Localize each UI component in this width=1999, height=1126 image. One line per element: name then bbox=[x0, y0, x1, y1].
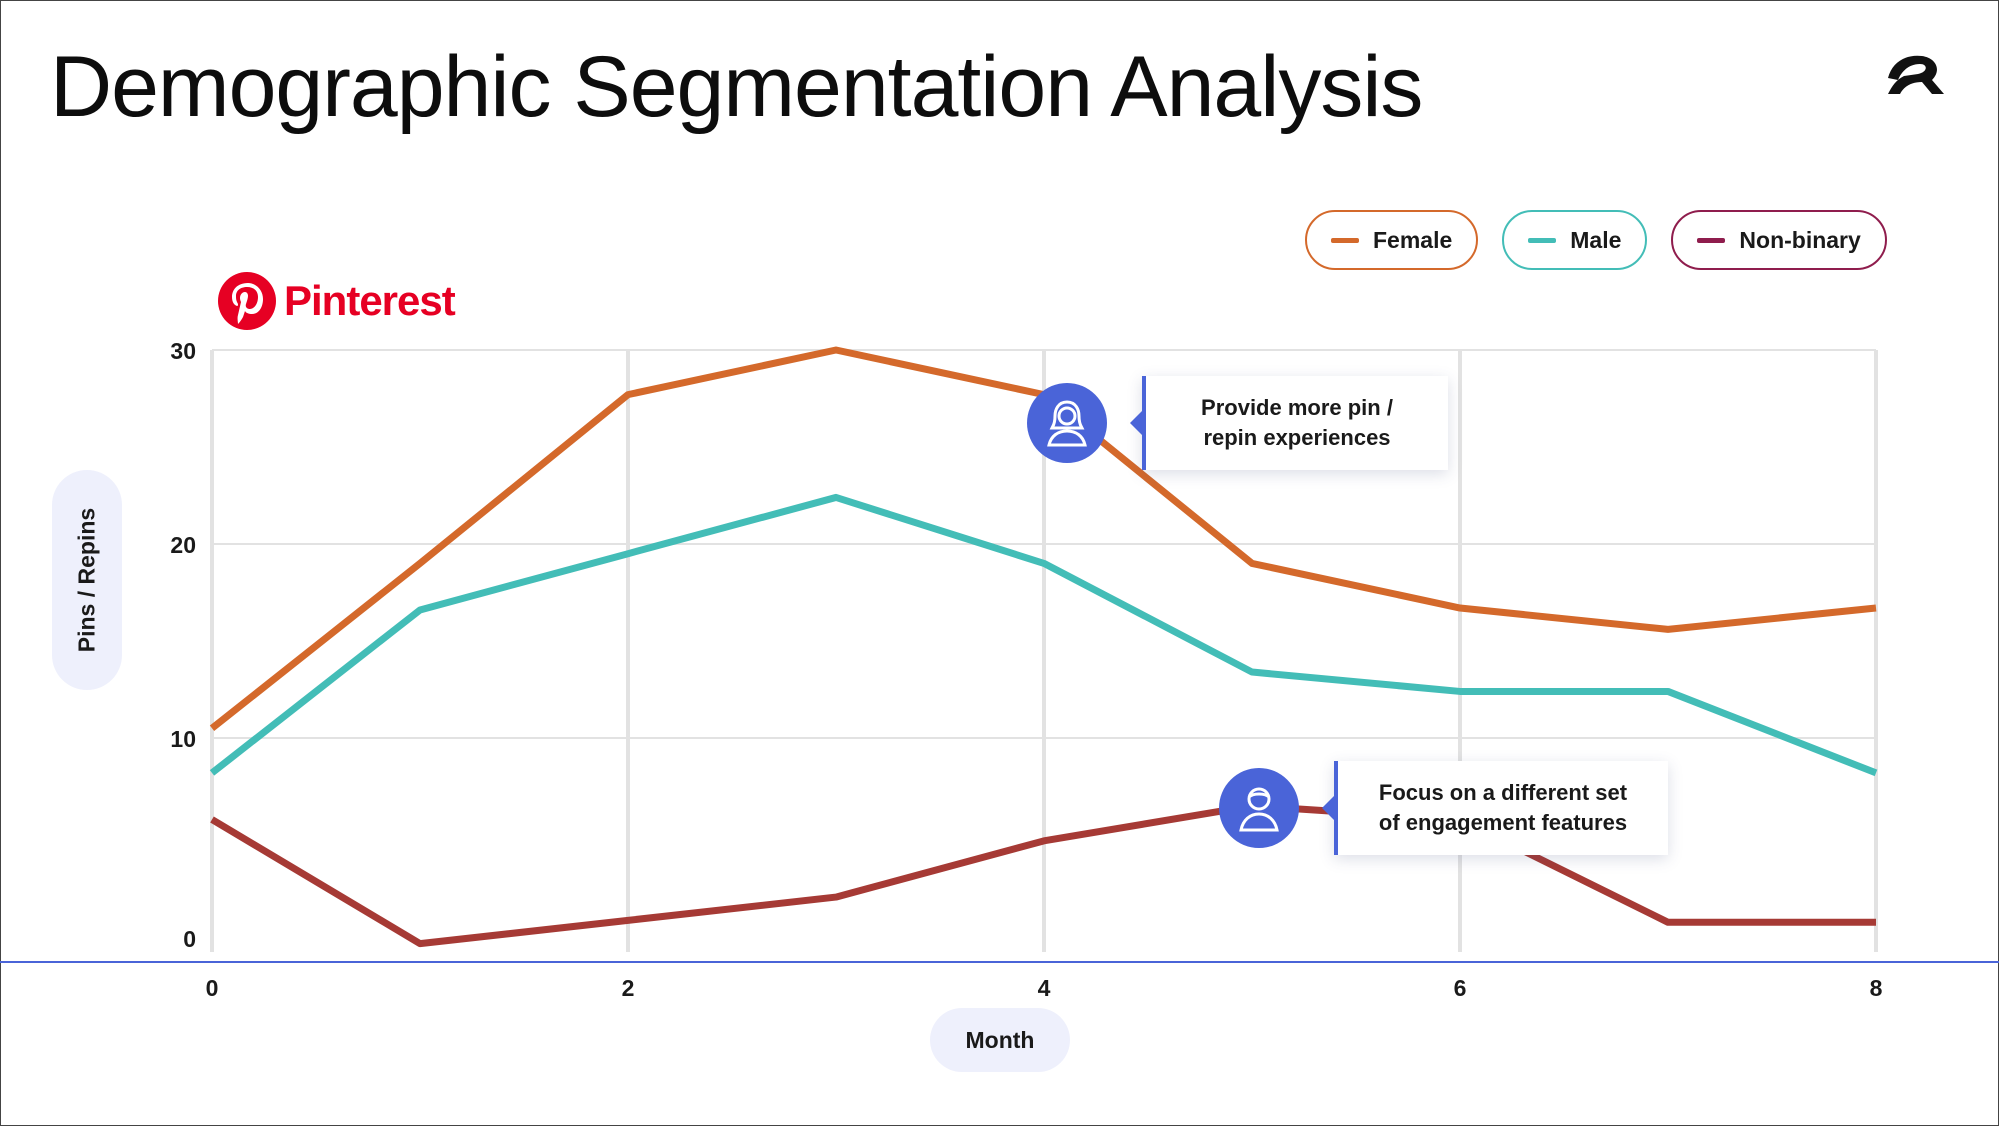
legend-swatch-male bbox=[1528, 237, 1557, 243]
y-tick-label: 10 bbox=[170, 726, 196, 752]
pinterest-brand: Pinterest bbox=[218, 272, 456, 330]
callout-male-line-1: Focus on a different set bbox=[1378, 780, 1628, 805]
callout-male-text: Focus on a different set of engagement f… bbox=[1379, 778, 1627, 838]
y-tick-label: 0 bbox=[183, 926, 196, 952]
legend-label-non-binary: Non-binary bbox=[1739, 226, 1861, 253]
legend-item-non-binary[interactable]: Non-binary bbox=[1671, 210, 1887, 270]
y-tick-label: 30 bbox=[170, 338, 196, 364]
legend-label-male: Male bbox=[1570, 226, 1622, 253]
chart-legend: Female Male Non-binary bbox=[1305, 210, 1887, 270]
axis-layer: 0 10 20 30 0 2 4 6 8 bbox=[0, 338, 1999, 1001]
legend-swatch-female bbox=[1331, 237, 1359, 243]
y-tick-label: 20 bbox=[170, 532, 196, 558]
x-tick-label: 6 bbox=[1454, 975, 1467, 1001]
pinterest-wordmark: Pinterest bbox=[284, 277, 456, 324]
x-axis-label-pill: Month bbox=[930, 1008, 1070, 1072]
x-tick-label: 0 bbox=[206, 975, 219, 1001]
y-axis-label-pill: Pins / Repins bbox=[52, 470, 122, 690]
callout-male: Focus on a different set of engagement f… bbox=[1322, 761, 1668, 855]
x-tick-label: 4 bbox=[1038, 975, 1051, 1001]
company-logo-icon bbox=[1888, 55, 1944, 94]
callout-male-line-2: of engagement features bbox=[1378, 810, 1628, 835]
callout-female-line-2: repin experiences bbox=[1203, 425, 1391, 450]
legend-swatch-non-binary bbox=[1697, 237, 1726, 243]
female-avatar-icon bbox=[1027, 383, 1107, 463]
male-avatar-icon bbox=[1219, 768, 1299, 848]
legend-item-female[interactable]: Female bbox=[1305, 210, 1479, 270]
x-tick-label: 2 bbox=[622, 975, 635, 1001]
pinterest-logo-icon bbox=[218, 272, 276, 330]
legend-label-female: Female bbox=[1373, 226, 1453, 253]
x-tick-label: 8 bbox=[1870, 975, 1883, 1001]
grid-layer bbox=[210, 349, 1878, 952]
callout-female-line-1: Provide more pin / bbox=[1201, 395, 1393, 420]
callout-female: Provide more pin / repin experiences bbox=[1130, 376, 1448, 470]
x-axis-label: Month bbox=[965, 1026, 1035, 1053]
page-title: Demographic Segmentation Analysis bbox=[50, 39, 1423, 135]
callout-female-text: Provide more pin / repin experiences bbox=[1201, 393, 1393, 453]
legend-item-male[interactable]: Male bbox=[1502, 210, 1648, 270]
